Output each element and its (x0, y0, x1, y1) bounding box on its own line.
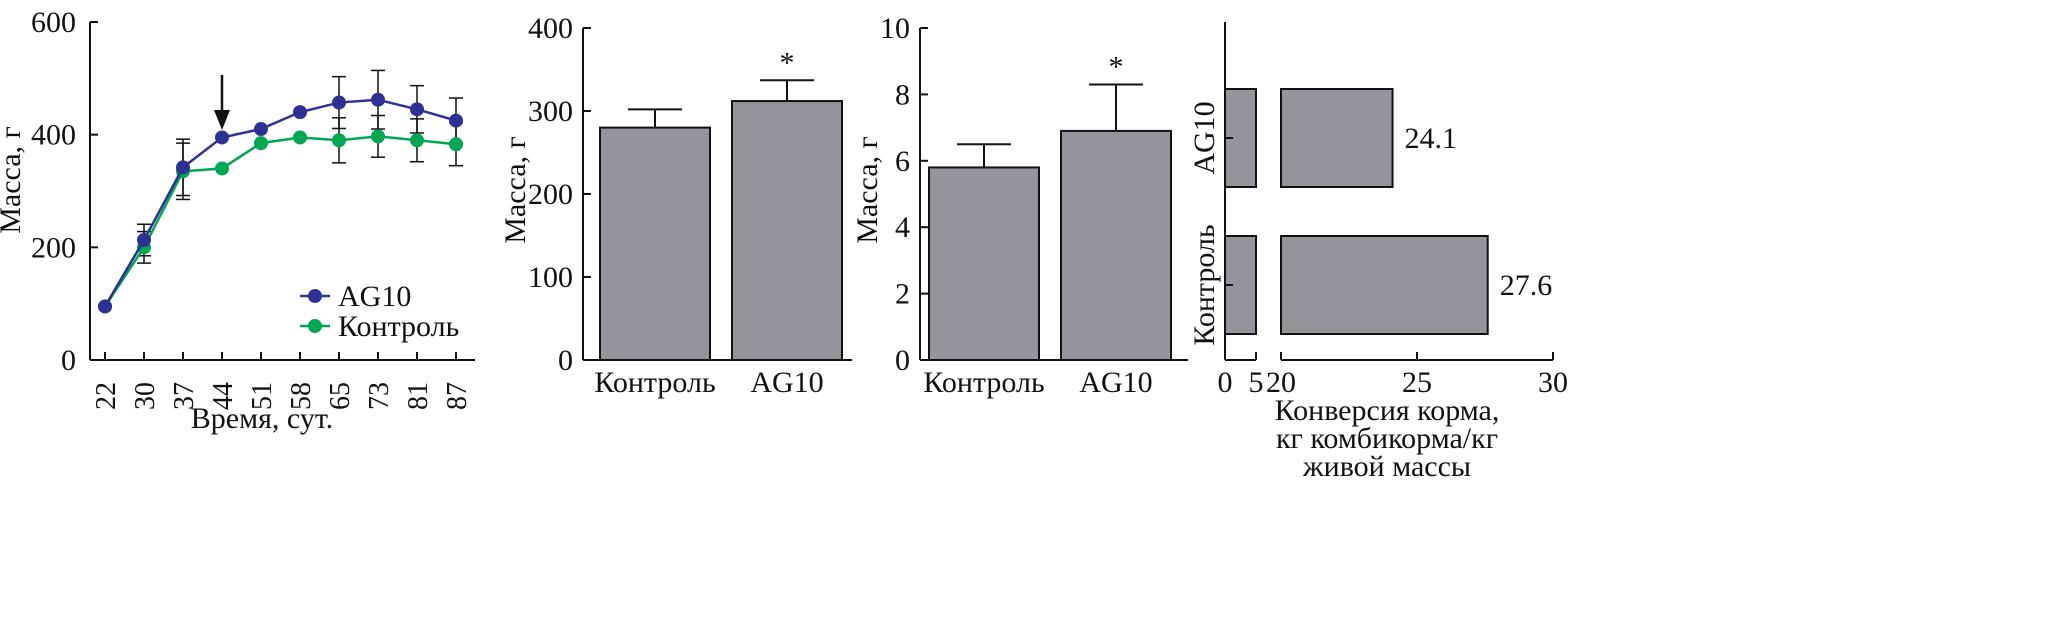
p4-x-axis-label-line3: живой массы (1302, 450, 1471, 483)
p4-x-tick-label: 30 (1538, 366, 1568, 399)
legend-ag10-label: AG10 (338, 280, 411, 313)
p2-y-axis-label: Масса, г (499, 136, 532, 244)
mass-bar-chart-panel: Масса, г 0 100 200 300 400 Контроль AG10 * (499, 12, 852, 399)
p3-y-tick-label: 6 (895, 145, 910, 178)
p2-y-ticks: 0 100 200 300 400 (528, 12, 591, 377)
ag10-data-point (176, 160, 190, 175)
p1-y-axis-label: Масса, г (0, 126, 27, 234)
legend-ag10-marker (308, 289, 322, 303)
p1-x-tick-label: 65 (325, 382, 356, 410)
p1-x-tick-label: 30 (130, 382, 161, 410)
ag10-data-point (410, 102, 424, 117)
p4-x-axis-label-line2: кг комбикорма/кг (1276, 422, 1498, 455)
ag10-data-point (98, 299, 112, 314)
line-chart-panel: Масса, г Время, сут. 0 200 400 600 22 30 37 44… (0, 6, 475, 435)
hbar-value-label: 24.1 (1405, 122, 1458, 155)
ag10-series-line (103, 98, 457, 308)
control-data-point (254, 136, 268, 151)
p4-x-tick-label: 0 (1218, 366, 1233, 399)
p3-y-tick-label: 4 (895, 211, 910, 244)
p3-y-tick-label: 10 (880, 12, 910, 45)
p1-y-tick-label: 200 (31, 231, 76, 264)
legend-control-label: Контроль (338, 310, 459, 343)
p1-x-tick-label: 44 (208, 382, 239, 410)
hbar-value-label: 27.6 (1500, 269, 1553, 302)
p1-legend: AG10 Контроль (300, 280, 459, 343)
p4-bars: 24.1 27.6 (1224, 88, 1553, 335)
p1-y-tick-label: 600 (31, 6, 76, 39)
control-data-point (410, 133, 424, 148)
bar-category-label: Контроль (594, 366, 715, 399)
p1-x-tick-label: 22 (91, 382, 122, 410)
p3-y-tick-label: 0 (895, 344, 910, 377)
bar-AG10 (731, 100, 843, 361)
control-data-point (293, 130, 307, 145)
p4-x-axis-label-line1: Конверсия корма, (1275, 394, 1500, 427)
p1-x-axis-label: Время, сут. (191, 402, 333, 435)
control-data-point (215, 161, 229, 176)
ag10-data-point (371, 92, 385, 107)
bar-category-label: Контроль (923, 366, 1044, 399)
p2-bars: Контроль AG10 * (594, 46, 843, 399)
p1-x-tick-label: 58 (286, 382, 317, 410)
p4-category-labels: AG10 Контроль (1188, 101, 1233, 346)
p3-y-ticks: 0 2 4 6 8 10 (880, 12, 928, 377)
feed-conversion-chart-panel: 0 5 20 25 30 24.1 27.6 AG10 Контроль Конверсия… (1188, 22, 1568, 483)
p1-x-tick-label: 73 (364, 382, 395, 410)
ag10-data-point (137, 233, 151, 248)
small-mass-bar-chart-panel: Масса, г 0 2 4 6 8 10 Контроль AG10 * (851, 12, 1188, 399)
p1-x-tick-label: 37 (169, 382, 200, 410)
hbar-category-label: AG10 (1188, 101, 1221, 174)
control-data-point (449, 137, 463, 152)
p4-x-tick-label: 25 (1402, 366, 1432, 399)
p1-x-tick-label: 87 (442, 382, 473, 410)
p2-y-tick-label: 200 (528, 178, 573, 211)
p1-y-tick-label: 400 (31, 119, 76, 152)
bar-category-label: AG10 (1079, 366, 1152, 399)
ag10-data-point (215, 130, 229, 145)
legend-control-marker (308, 319, 322, 333)
p1-x-ticks: 22 30 37 44 51 58 65 73 81 87 (91, 352, 473, 410)
p1-y-ticks: 0 200 400 600 (31, 6, 98, 377)
control-data-point (371, 129, 385, 144)
p2-y-tick-label: 0 (558, 344, 573, 377)
p3-y-axis-label: Масса, г (851, 136, 884, 244)
significance-asterisk: * (1109, 50, 1124, 83)
p2-y-tick-label: 400 (528, 12, 573, 45)
bar-Контроль (599, 126, 711, 361)
p4-x-tick-label: 5 (1249, 366, 1264, 399)
arrow-head-icon (214, 110, 230, 130)
p4-x-ticks: 0 5 20 25 30 (1218, 352, 1568, 399)
ag10-data-point (254, 122, 268, 137)
bar-Контроль (928, 166, 1040, 361)
p4-x-tick-label: 20 (1266, 366, 1296, 399)
ag10-data-point (332, 95, 346, 110)
p1-series (98, 92, 463, 314)
p3-y-tick-label: 2 (895, 278, 910, 311)
control-data-point (332, 133, 346, 148)
p1-x-tick-label: 81 (403, 382, 434, 410)
bar-category-label: AG10 (750, 366, 823, 399)
significance-asterisk: * (780, 46, 795, 79)
p3-y-tick-label: 8 (895, 78, 910, 111)
ag10-data-point (293, 105, 307, 120)
p1-x-tick-label: 51 (247, 382, 278, 410)
p2-y-tick-label: 300 (528, 95, 573, 128)
hbar-category-label: Контроль (1188, 224, 1221, 345)
hbar-segment-right (1280, 235, 1489, 335)
ag10-data-point (449, 113, 463, 128)
control-series-line (103, 135, 457, 308)
arrow-marker (214, 75, 230, 130)
bar-AG10 (1060, 129, 1172, 361)
p3-bars: Контроль AG10 * (923, 50, 1172, 399)
p2-y-tick-label: 100 (528, 261, 573, 294)
p1-y-tick-label: 0 (61, 344, 76, 377)
hbar-segment-right (1280, 88, 1394, 188)
